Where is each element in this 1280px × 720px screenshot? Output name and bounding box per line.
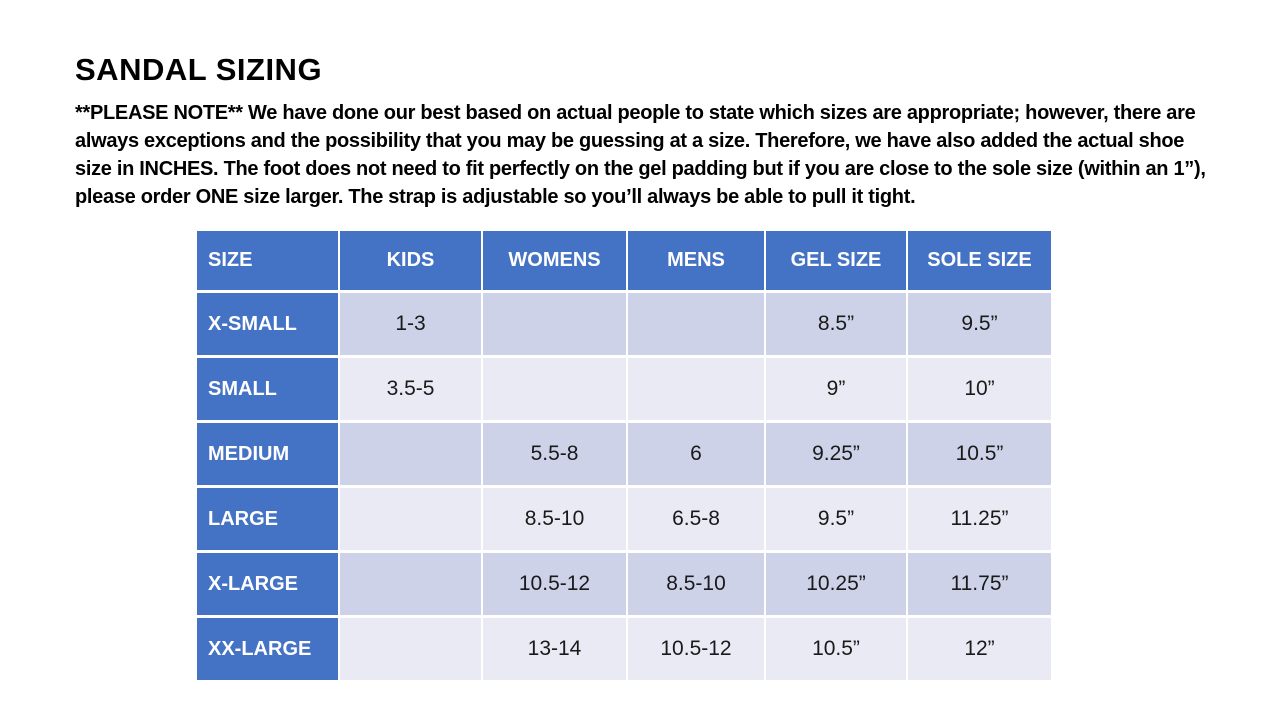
table-row-x-large: X-LARGE 10.5-12 8.5-10 10.25” 11.75”: [197, 553, 1051, 615]
header-kids: KIDS: [340, 231, 481, 290]
table-row-large: LARGE 8.5-10 6.5-8 9.5” 11.25”: [197, 488, 1051, 550]
cell-womens: 5.5-8: [483, 423, 626, 485]
cell-gel-size: 8.5”: [766, 293, 906, 355]
sizing-table: SIZE KIDS WOMENS MENS GEL SIZE SOLE SIZE…: [195, 228, 1053, 683]
cell-sole-size: 12”: [908, 618, 1051, 680]
note-line: size in INCHES. The foot does not need t…: [75, 158, 1206, 180]
sizing-table-container: SIZE KIDS WOMENS MENS GEL SIZE SOLE SIZE…: [195, 228, 1053, 683]
cell-sole-size: 11.75”: [908, 553, 1051, 615]
cell-gel-size: 9.5”: [766, 488, 906, 550]
table-header-row: SIZE KIDS WOMENS MENS GEL SIZE SOLE SIZE: [197, 231, 1051, 290]
cell-mens: 10.5-12: [628, 618, 764, 680]
row-label: X-LARGE: [197, 553, 338, 615]
header-womens: WOMENS: [483, 231, 626, 290]
cell-kids: 3.5-5: [340, 358, 481, 420]
cell-womens: [483, 358, 626, 420]
cell-gel-size: 10.5”: [766, 618, 906, 680]
header-sole-size: SOLE SIZE: [908, 231, 1051, 290]
cell-sole-size: 11.25”: [908, 488, 1051, 550]
cell-mens: 6.5-8: [628, 488, 764, 550]
cell-sole-size: 10”: [908, 358, 1051, 420]
table-row-x-small: X-SMALL 1-3 8.5” 9.5”: [197, 293, 1051, 355]
cell-sole-size: 10.5”: [908, 423, 1051, 485]
cell-kids: [340, 488, 481, 550]
header-gel-size: GEL SIZE: [766, 231, 906, 290]
cell-gel-size: 9”: [766, 358, 906, 420]
cell-kids: [340, 423, 481, 485]
row-label: XX-LARGE: [197, 618, 338, 680]
note-line: always exceptions and the possibility th…: [75, 130, 1185, 152]
cell-womens: 13-14: [483, 618, 626, 680]
header-mens: MENS: [628, 231, 764, 290]
cell-womens: 10.5-12: [483, 553, 626, 615]
row-label: X-SMALL: [197, 293, 338, 355]
cell-sole-size: 9.5”: [908, 293, 1051, 355]
cell-gel-size: 9.25”: [766, 423, 906, 485]
table-row-xx-large: XX-LARGE 13-14 10.5-12 10.5” 12”: [197, 618, 1051, 680]
cell-mens: 8.5-10: [628, 553, 764, 615]
cell-kids: 1-3: [340, 293, 481, 355]
cell-gel-size: 10.25”: [766, 553, 906, 615]
cell-mens: [628, 293, 764, 355]
row-label: LARGE: [197, 488, 338, 550]
table-row-small: SMALL 3.5-5 9” 10”: [197, 358, 1051, 420]
cell-womens: 8.5-10: [483, 488, 626, 550]
please-note-paragraph: **PLEASE NOTE** We have done our best ba…: [75, 99, 1206, 211]
note-line: **PLEASE NOTE** We have done our best ba…: [75, 102, 1196, 124]
note-line: please order ONE size larger. The strap …: [75, 186, 916, 208]
cell-kids: [340, 618, 481, 680]
table-row-medium: MEDIUM 5.5-8 6 9.25” 10.5”: [197, 423, 1051, 485]
cell-kids: [340, 553, 481, 615]
cell-womens: [483, 293, 626, 355]
cell-mens: [628, 358, 764, 420]
cell-mens: 6: [628, 423, 764, 485]
row-label: SMALL: [197, 358, 338, 420]
row-label: MEDIUM: [197, 423, 338, 485]
page-title: SANDAL SIZING: [75, 52, 323, 87]
header-size: SIZE: [197, 231, 338, 290]
